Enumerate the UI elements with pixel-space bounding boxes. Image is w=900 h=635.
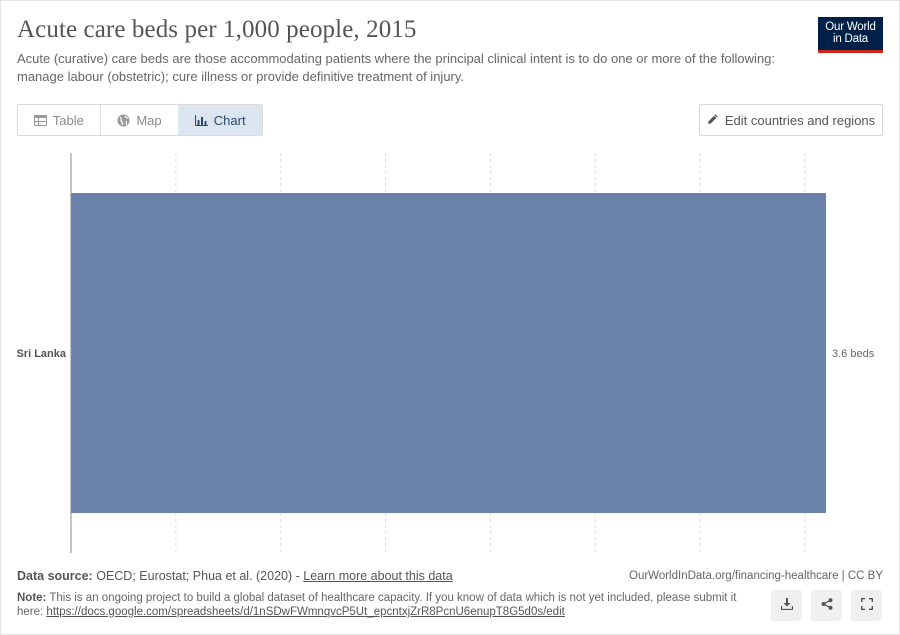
note-link[interactable]: https://docs.google.com/spreadsheets/d/1… [46, 606, 565, 618]
data-label: 3.6 beds [832, 348, 875, 360]
bar-chart-icon [194, 114, 208, 126]
note-text: This is an ongoing project to build a gl… [17, 592, 737, 618]
chart-subtitle: Acute (curative) care beds are those acc… [17, 51, 776, 84]
bar-chart: Sri Lanka 3.6 beds [16, 153, 875, 553]
fullscreen-button[interactable] [851, 590, 882, 621]
download-icon [780, 597, 793, 615]
chart-title: Acute care beds per 1,000 people, 2015 [17, 16, 417, 43]
tab-chart-label: Chart [213, 112, 246, 128]
footer-note: Note: This is an ongoing project to buil… [17, 591, 762, 619]
note-label: Note: [17, 592, 47, 604]
data-source-text: OECD; Eurostat; Phua et al. (2020) - [96, 569, 300, 583]
globe-icon [117, 114, 130, 127]
tab-chart[interactable]: Chart [178, 105, 262, 135]
category-label: Sri Lanka [16, 348, 66, 360]
tab-map-label: Map [136, 112, 162, 128]
tab-table[interactable]: Table [18, 105, 101, 135]
fullscreen-icon [860, 597, 873, 615]
edit-countries-label: Edit countries and regions [724, 112, 876, 128]
tab-map[interactable]: Map [101, 105, 179, 135]
bar [71, 193, 826, 513]
download-button[interactable] [771, 590, 802, 621]
share-button[interactable] [811, 590, 842, 621]
view-tabs: Table Map Chart [17, 104, 263, 136]
share-icon [821, 597, 833, 615]
site-url[interactable]: OurWorldInData.org/financing-healthcare … [629, 570, 883, 582]
data-source: Data source: OECD; Eurostat; Phua et al.… [17, 569, 453, 583]
logo-line-1: Our World [825, 21, 876, 33]
tab-table-label: Table [52, 112, 84, 128]
data-source-label: Data source: [17, 569, 93, 583]
pencil-icon [707, 113, 719, 128]
learn-more-link[interactable]: Learn more about this data [303, 569, 453, 583]
owid-logo[interactable]: Our World in Data [818, 17, 883, 53]
logo-line-2: in Data [832, 32, 869, 45]
table-icon [33, 114, 47, 126]
edit-countries-button[interactable]: Edit countries and regions [699, 104, 883, 136]
